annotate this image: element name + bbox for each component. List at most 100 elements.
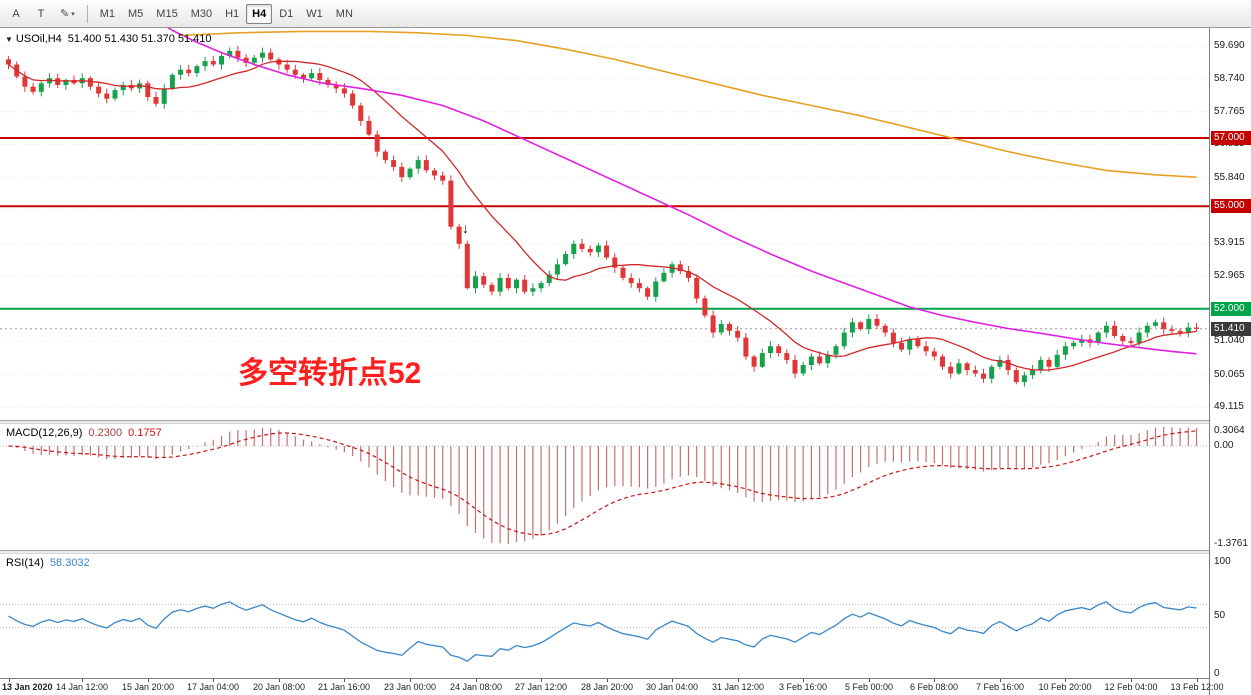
ohlc-values: 51.400 51.430 51.370 51.410 [67,33,212,45]
level-price-badge: 52.000 [1211,301,1251,316]
candle [743,333,749,360]
candle [997,355,1003,370]
candle [538,281,544,293]
rsi-panel[interactable]: RSI(14) 58.3032 [0,554,1209,678]
timeframe-button-d1[interactable]: D1 [279,7,294,20]
time-tick [148,679,149,682]
time-tick [1197,679,1198,682]
timeframe-button-m1[interactable]: M1 [99,7,116,20]
candle [710,310,716,338]
panel-divider[interactable] [0,420,1251,424]
time-tick [279,679,280,682]
candle [473,271,478,294]
expand-icon[interactable]: ▼ [5,35,13,44]
time-label: 27 Jan 12:00 [514,682,568,692]
timeframe-button-m5[interactable]: M5 [128,7,144,20]
time-label: 13 Feb 12:00 [1170,682,1224,692]
down-arrow-marker[interactable]: ↓ [462,220,469,236]
time-label: 10 Feb 20:00 [1038,682,1092,692]
candle [981,368,986,383]
macd-chart[interactable] [0,424,1209,550]
draw-tool-button[interactable]: ✎ ▾ [60,8,75,20]
time-tick [1065,679,1066,682]
text-tool-button[interactable]: T [37,7,45,20]
candle [841,327,847,350]
candle [1169,325,1175,334]
panel-divider[interactable] [0,550,1251,554]
candle [1079,334,1085,347]
time-tick [803,679,804,682]
candle [866,314,872,335]
candle [686,266,691,282]
timeframe-button-m15[interactable]: M15 [156,7,178,20]
candle [940,354,945,370]
candle [563,251,569,266]
time-tick [344,679,345,682]
candle [1161,317,1167,335]
time-tick [869,679,870,682]
candle [448,175,454,230]
timeframe-button-m30[interactable]: M30 [190,7,213,20]
timeframe-button-w1[interactable]: W1 [306,7,323,20]
candle [22,71,28,92]
candle [923,341,929,356]
price-tick-label: 49.115 [1214,401,1244,413]
level-price-badge: 55.000 [1211,199,1251,214]
candle [727,322,732,336]
candle [890,328,896,348]
candle [1103,321,1109,338]
candlestick-chart[interactable] [0,28,1209,420]
candle [808,353,814,371]
rsi-title-line: RSI(14) 58.3032 [6,557,96,569]
candle [1062,342,1068,360]
candle [604,240,610,260]
macd-panel[interactable]: MACD(12,26,9) 0.2300 0.1757 [0,424,1209,550]
candle [284,59,290,74]
candle [554,259,560,280]
candle [825,350,831,368]
candle [587,245,593,257]
candle [735,326,741,342]
time-axis[interactable]: 13 Jan 2020 14 Jan 12:00 15 Jan 20:00 17 Ja… [0,678,1224,695]
candle [120,81,126,96]
main-chart-panel[interactable]: ▼ USOil,H4 51.400 51.430 51.370 51.410 多空转… [0,28,1209,420]
candle [530,283,536,297]
candle [227,47,233,59]
candle [612,253,618,273]
candle [350,90,356,109]
candle [571,240,577,259]
candle [489,282,495,296]
candle [1046,357,1052,372]
price-tick-label: 55.840 [1214,171,1245,183]
candle [882,323,888,337]
timeframe-button-h4[interactable]: H4 [246,3,273,24]
candle [669,261,675,278]
candle [432,168,437,180]
candle [71,75,77,85]
time-label: 24 Jan 08:00 [449,682,503,692]
candle [718,320,724,335]
cursor-tool-button[interactable]: A [12,7,20,20]
candle [38,81,44,97]
candle [309,68,315,81]
time-tick [934,679,935,682]
candle [1054,349,1060,369]
rsi-chart[interactable] [0,554,1209,678]
timeframe-button-h1[interactable]: H1 [225,7,240,20]
toolbar-separator [86,4,88,23]
price-tick-label: 52.965 [1214,269,1245,281]
candle [391,155,397,171]
candle [636,278,642,293]
price-axis[interactable]: 59.69058.74057.76556.81555.84054.89053.9… [1209,28,1251,695]
chart-annotation[interactable]: 多空转折点52 [238,357,422,390]
time-label: 28 Jan 20:00 [580,682,634,692]
time-tick [476,679,477,682]
candle [759,348,765,369]
time-label: 13 Jan 2020 [2,682,53,692]
candle [702,295,708,318]
candle [620,265,626,281]
candle [276,57,282,70]
time-tick [607,679,608,682]
timeframe-button-mn[interactable]: MN [335,7,353,20]
macd-min-label: -1.3761 [1214,538,1248,549]
